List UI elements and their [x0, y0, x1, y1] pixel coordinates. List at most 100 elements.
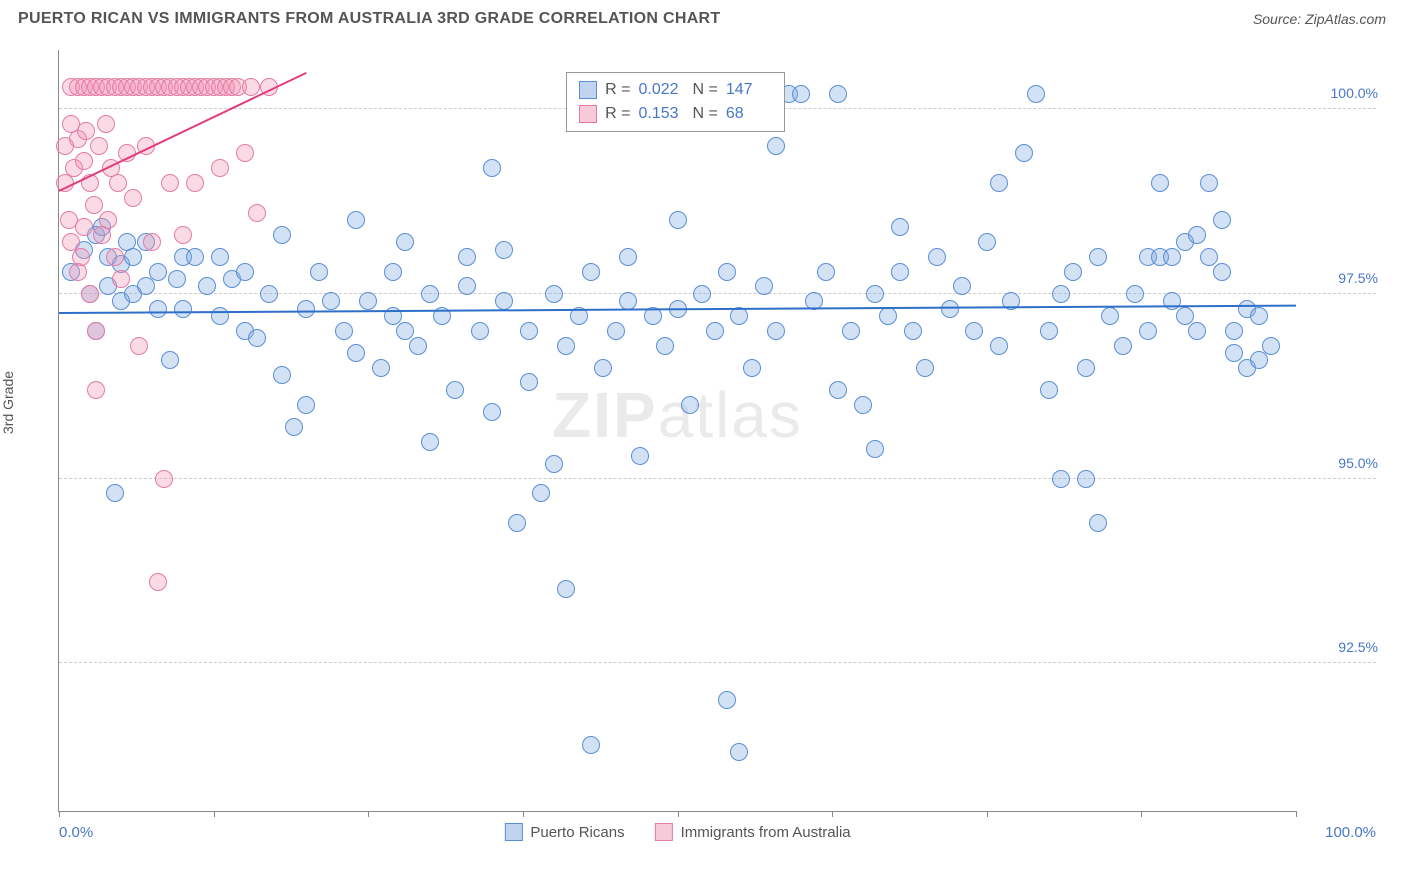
data-point	[471, 322, 489, 340]
data-point	[1176, 307, 1194, 325]
data-point	[1225, 322, 1243, 340]
y-axis-label: 3rd Grade	[0, 371, 16, 434]
data-point	[260, 285, 278, 303]
chart-title: PUERTO RICAN VS IMMIGRANTS FROM AUSTRALI…	[18, 10, 720, 28]
stat-r-label: R =	[605, 81, 630, 99]
data-point	[99, 211, 117, 229]
data-point	[446, 381, 464, 399]
data-point	[409, 337, 427, 355]
data-point	[656, 337, 674, 355]
data-point	[495, 292, 513, 310]
data-point	[143, 233, 161, 251]
data-point	[619, 248, 637, 266]
x-tick	[678, 811, 679, 817]
data-point	[730, 743, 748, 761]
stat-box: R =0.022N =147R =0.153N =68	[566, 72, 785, 132]
x-tick	[214, 811, 215, 817]
stat-swatch	[579, 81, 597, 99]
stat-n-value: 68	[726, 105, 772, 123]
plot-region: ZIPatlas 0.0% 100.0% Puerto Ricans Immig…	[58, 50, 1296, 812]
data-point	[767, 322, 785, 340]
data-point	[359, 292, 377, 310]
data-point	[1250, 351, 1268, 369]
data-point	[866, 285, 884, 303]
data-point	[557, 580, 575, 598]
data-point	[1126, 285, 1144, 303]
data-point	[347, 211, 365, 229]
data-point	[90, 137, 108, 155]
data-point	[106, 248, 124, 266]
data-point	[520, 322, 538, 340]
data-point	[718, 263, 736, 281]
data-point	[149, 300, 167, 318]
data-point	[155, 470, 173, 488]
data-point	[130, 337, 148, 355]
legend-label-blue: Puerto Ricans	[530, 824, 624, 841]
data-point	[458, 277, 476, 295]
data-point	[1188, 322, 1206, 340]
x-min-label: 0.0%	[59, 824, 93, 841]
data-point	[916, 359, 934, 377]
data-point	[978, 233, 996, 251]
data-point	[75, 152, 93, 170]
x-tick	[59, 811, 60, 817]
x-tick	[987, 811, 988, 817]
gridline	[59, 662, 1376, 663]
data-point	[792, 85, 810, 103]
data-point	[161, 174, 179, 192]
data-point	[1188, 226, 1206, 244]
legend: Puerto Ricans Immigrants from Australia	[504, 823, 850, 841]
data-point	[1040, 322, 1058, 340]
data-point	[174, 300, 192, 318]
data-point	[681, 396, 699, 414]
y-tick-label: 92.5%	[1300, 639, 1378, 655]
data-point	[273, 226, 291, 244]
data-point	[396, 233, 414, 251]
data-point	[124, 248, 142, 266]
data-point	[112, 270, 130, 288]
data-point	[520, 373, 538, 391]
data-point	[495, 241, 513, 259]
x-tick	[1141, 811, 1142, 817]
data-point	[1101, 307, 1119, 325]
data-point	[891, 218, 909, 236]
data-point	[1077, 470, 1095, 488]
data-point	[77, 122, 95, 140]
data-point	[81, 285, 99, 303]
stat-r-value: 0.022	[639, 81, 685, 99]
data-point	[990, 337, 1008, 355]
data-point	[384, 263, 402, 281]
data-point	[106, 484, 124, 502]
data-point	[211, 307, 229, 325]
data-point	[508, 514, 526, 532]
data-point	[1213, 211, 1231, 229]
data-point	[198, 277, 216, 295]
legend-swatch-blue	[504, 823, 522, 841]
data-point	[1089, 248, 1107, 266]
gridline	[59, 478, 1376, 479]
data-point	[904, 322, 922, 340]
data-point	[619, 292, 637, 310]
x-tick	[523, 811, 524, 817]
data-point	[186, 248, 204, 266]
data-point	[149, 263, 167, 281]
data-point	[817, 263, 835, 281]
data-point	[85, 196, 103, 214]
stat-swatch	[579, 105, 597, 123]
x-tick	[832, 811, 833, 817]
stat-row: R =0.022N =147	[579, 78, 772, 102]
data-point	[1163, 292, 1181, 310]
legend-item-blue: Puerto Ricans	[504, 823, 624, 841]
data-point	[965, 322, 983, 340]
data-point	[273, 366, 291, 384]
data-point	[421, 285, 439, 303]
data-point	[1262, 337, 1280, 355]
data-point	[1040, 381, 1058, 399]
data-point	[149, 573, 167, 591]
data-point	[1151, 174, 1169, 192]
y-tick-label: 95.0%	[1300, 455, 1378, 471]
data-point	[1027, 85, 1045, 103]
stat-n-label: N =	[693, 105, 718, 123]
data-point	[483, 159, 501, 177]
chart-source: Source: ZipAtlas.com	[1253, 11, 1386, 27]
